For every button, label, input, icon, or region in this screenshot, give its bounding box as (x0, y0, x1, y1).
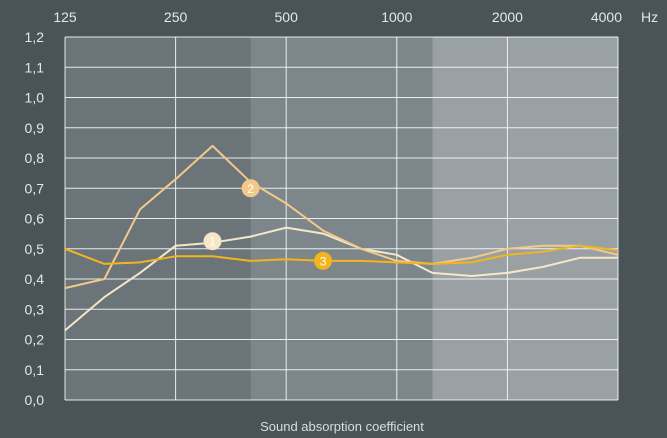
marker-circle (203, 232, 222, 251)
y-tick-11: 1,1 (25, 59, 45, 75)
x-tick-4000: 4000 (591, 9, 622, 25)
grid-lines (64, 36, 619, 401)
y-tick-1: 0,1 (25, 362, 45, 378)
series-markers: 1 2 3 (203, 179, 333, 270)
x-tick-500: 500 (275, 9, 299, 25)
x-tick-1000: 1000 (381, 9, 412, 25)
y-tick-labels: 0,0 0,1 0,2 0,3 0,4 0,5 0,6 0,7 0,8 0,9 1,0 1,1 1,2 (25, 29, 45, 408)
y-tick-10: 1,0 (25, 90, 45, 106)
marker-number: 1 (209, 235, 216, 249)
marker-circle (241, 179, 260, 198)
marker-number: 2 (247, 182, 254, 196)
series-line-3 (64, 244, 619, 265)
y-tick-2: 0,2 (25, 332, 45, 348)
x-tick-250: 250 (164, 9, 188, 25)
series-marker-2: 2 (241, 179, 260, 198)
y-tick-4: 0,4 (25, 271, 45, 287)
y-tick-3: 0,3 (25, 301, 45, 317)
series-marker-3: 3 (314, 251, 333, 270)
x-tick-2000: 2000 (492, 9, 523, 25)
series-lines (64, 144, 619, 332)
y-tick-12: 1,2 (25, 29, 45, 45)
x-unit-label: Hz (641, 9, 658, 25)
y-tick-6: 0,6 (25, 211, 45, 227)
y-tick-0: 0,0 (25, 392, 45, 408)
y-tick-9: 0,9 (25, 120, 45, 136)
x-tick-labels: 125 250 500 1000 2000 4000 Hz (53, 9, 658, 25)
marker-number: 3 (320, 254, 327, 268)
series-marker-1: 1 (203, 232, 222, 251)
marker-circle (314, 251, 333, 270)
y-tick-7: 0,7 (25, 180, 45, 196)
y-tick-5: 0,5 (25, 241, 45, 257)
y-tick-8: 0,8 (25, 150, 45, 166)
x-axis-label: Sound absorption coefficient (260, 419, 424, 434)
x-tick-125: 125 (53, 9, 77, 25)
series-line-2 (64, 144, 619, 290)
